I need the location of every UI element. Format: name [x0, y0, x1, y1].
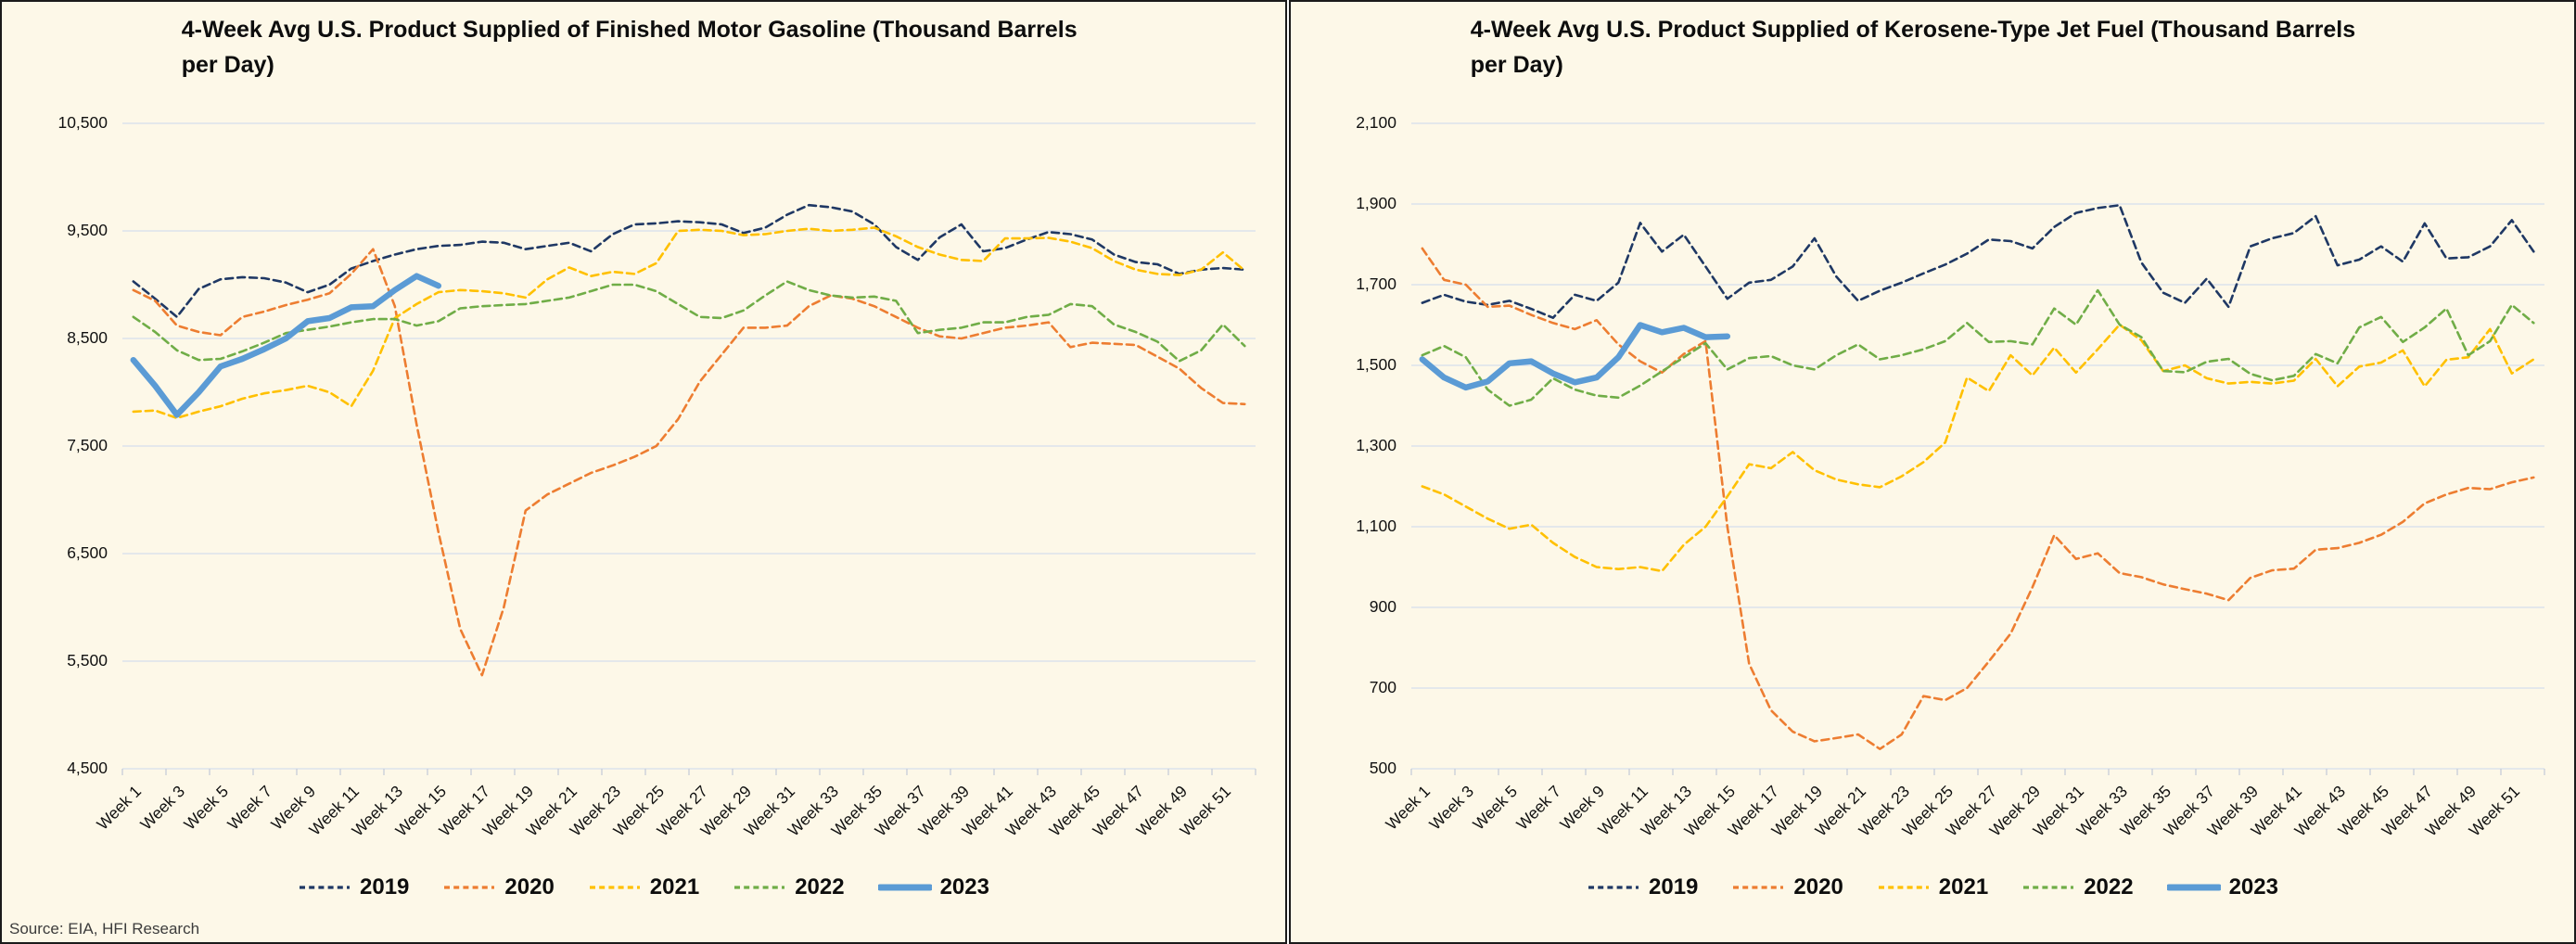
legend-swatch-2019 [300, 886, 351, 889]
legend-swatch-2023 [877, 884, 932, 891]
y-axis-label: 1,100 [1356, 517, 1396, 535]
legend-item-2022: 2022 [733, 874, 845, 900]
series-line-2021 [1421, 323, 2535, 573]
legend-label-2022: 2022 [795, 874, 845, 899]
legend-swatch-2021 [1878, 886, 1929, 889]
chart-canvas [121, 122, 1256, 775]
series-line-2020 [132, 248, 1246, 677]
legend-item-2020: 2020 [1731, 874, 1843, 900]
legend-item-2021: 2021 [1877, 874, 1988, 900]
legend-swatch-2019 [1588, 886, 1639, 889]
legend-swatch-2021 [589, 886, 640, 889]
series-line-2021 [132, 226, 1246, 420]
y-axis-label: 1,900 [1356, 194, 1396, 212]
legend-item-2023: 2023 [877, 874, 989, 900]
chart-canvas [1410, 122, 2545, 775]
legend-label-2020: 2020 [504, 874, 555, 899]
legend-item-2019: 2019 [298, 874, 409, 900]
y-axis-label: 1,700 [1356, 274, 1396, 293]
y-axis-label: 700 [1369, 678, 1396, 696]
gasoline-chart-title: 4-Week Avg U.S. Product Supplied of Fini… [181, 17, 1078, 78]
series-line-2020 [1421, 247, 2535, 751]
legend-item-2019: 2019 [1587, 874, 1698, 900]
series-line-2023 [130, 273, 442, 418]
legend-label-2023: 2023 [939, 874, 989, 899]
legend-item-2023: 2023 [2166, 874, 2278, 900]
legend-swatch-2020 [444, 886, 495, 889]
legend-label-2019: 2019 [360, 874, 410, 899]
jet-fuel-chart-panel: 4-Week Avg U.S. Product Supplied of Kero… [1289, 0, 2576, 944]
legend-item-2020: 2020 [442, 874, 555, 900]
legend-label-2022: 2022 [2084, 874, 2134, 899]
y-axis-label: 7,500 [67, 436, 108, 454]
y-axis-label: 6,500 [67, 543, 108, 562]
jet-fuel-chart-legend: 2019 2020 2021 2022 2023 [1291, 874, 2574, 900]
series-line-2022 [1421, 288, 2535, 407]
y-axis-label: 900 [1369, 597, 1396, 616]
legend-label-2020: 2020 [1793, 874, 1843, 899]
legend-label-2021: 2021 [649, 874, 700, 899]
legend-item-2022: 2022 [2021, 874, 2134, 900]
source-note: Source: EIA, HFI Research [9, 920, 200, 938]
y-axis-label: 1,300 [1356, 436, 1396, 454]
jet-fuel-chart-title: 4-Week Avg U.S. Product Supplied of Kero… [1470, 17, 2356, 78]
legend-swatch-2020 [1733, 886, 1784, 889]
legend-label-2023: 2023 [2228, 874, 2278, 899]
y-axis-label: 2,100 [1356, 113, 1396, 132]
legend-swatch-2022 [2023, 886, 2074, 889]
series-line-2023 [1419, 322, 1731, 391]
series-line-2019 [132, 203, 1246, 319]
y-axis-label: 10,500 [57, 113, 108, 132]
y-axis-label: 9,500 [67, 221, 108, 239]
legend-item-2021: 2021 [588, 874, 699, 900]
legend-swatch-2022 [734, 886, 785, 889]
gasoline-chart-panel: 4-Week Avg U.S. Product Supplied of Fini… [0, 0, 1287, 944]
y-axis-label: 4,500 [67, 759, 108, 777]
legend-label-2021: 2021 [1938, 874, 1989, 899]
y-axis-label: 8,500 [67, 328, 108, 347]
series-line-2022 [132, 280, 1246, 363]
y-axis-label: 5,500 [67, 651, 108, 670]
legend-label-2019: 2019 [1649, 874, 1699, 899]
y-axis-label: 500 [1369, 759, 1396, 777]
y-axis-label: 1,500 [1356, 355, 1396, 374]
series-line-2019 [1421, 204, 2535, 320]
gasoline-chart-legend: 2019 2020 2021 2022 2023 [2, 874, 1285, 900]
legend-swatch-2023 [2166, 884, 2221, 891]
